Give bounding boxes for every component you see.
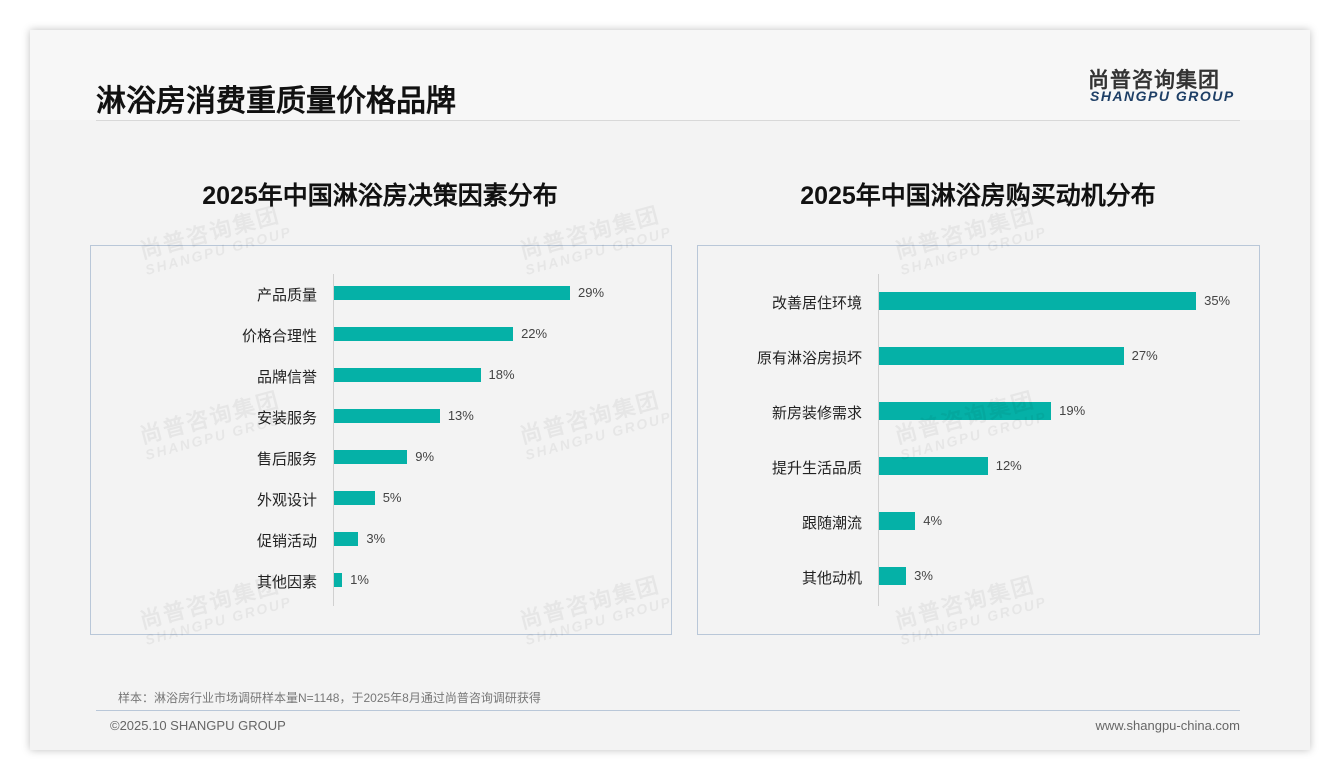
data-label: 27% [1131, 348, 1158, 363]
data-label: 3% [366, 531, 386, 546]
slide: 淋浴房消费重质量价格品牌 尚普咨询集团 SHANGPU GROUP 2025年中… [30, 30, 1310, 750]
page-title: 淋浴房消费重质量价格品牌 [96, 85, 456, 118]
y-axis-line [333, 274, 334, 606]
chart-title-right: 2025年中国淋浴房购买动机分布 [800, 182, 1156, 210]
category-label: 品牌信誉 [256, 369, 317, 386]
data-label: 29% [578, 285, 605, 300]
category-label: 安装服务 [256, 410, 317, 427]
sample-note: 样本：淋浴房行业市场调研样本量N=1148，于2025年8月通过尚普咨询调研获得 [118, 691, 541, 705]
bar [879, 347, 1124, 365]
data-label: 1% [350, 572, 369, 587]
data-label: 5% [382, 490, 402, 505]
bar [879, 292, 1197, 310]
logo-chinese: 尚普咨询集团 [1088, 69, 1220, 92]
category-label: 促销活动 [256, 533, 317, 550]
bar [879, 567, 907, 585]
bar [879, 512, 916, 530]
category-label: 售后服务 [256, 451, 317, 468]
data-label: 3% [914, 568, 933, 583]
category-label: 改善居住环境 [771, 295, 862, 312]
data-label: 18% [488, 367, 515, 382]
bar [334, 573, 343, 587]
bar [334, 532, 359, 546]
category-label: 外观设计 [256, 492, 317, 509]
bar [334, 409, 440, 423]
bar [879, 402, 1052, 420]
category-label: 跟随潮流 [801, 515, 862, 532]
chart-panel-right: 改善居住环境 35% 原有淋浴房损坏 27% 新房装修需求 19% 提升生活品质 12% 跟随潮… [697, 245, 1260, 635]
category-label: 新房装修需求 [771, 405, 862, 422]
chart-panel-left: 产品质量 29% 价格合理性 22% 品牌信誉 18% 安装服务 13% 售后服务 9% 外观设计 5… [90, 245, 672, 635]
bar [334, 286, 571, 300]
category-label: 价格合理性 [241, 328, 317, 345]
logo-english: SHANGPU GROUP [1090, 88, 1235, 104]
y-axis-line [878, 274, 879, 606]
category-label: 其他动机 [801, 570, 862, 587]
footer-divider [96, 710, 1240, 711]
category-label: 其他因素 [256, 574, 317, 591]
data-label: 4% [923, 513, 943, 528]
data-label: 22% [521, 326, 548, 341]
bar [334, 491, 375, 505]
data-label: 35% [1204, 293, 1231, 308]
chart-title-left: 2025年中国淋浴房决策因素分布 [202, 182, 558, 210]
header [30, 30, 1310, 120]
category-label: 提升生活品质 [771, 460, 862, 477]
header-divider [96, 120, 1240, 121]
website-url: www.shangpu-china.com [1095, 718, 1240, 733]
data-label: 12% [995, 458, 1022, 473]
category-label: 原有淋浴房损坏 [756, 350, 862, 367]
bar [334, 450, 408, 464]
bar [334, 368, 481, 382]
bar [334, 327, 514, 341]
data-label: 19% [1059, 403, 1086, 418]
data-label: 9% [415, 449, 435, 464]
category-label: 产品质量 [256, 287, 317, 304]
copyright: ©2025.10 SHANGPU GROUP [110, 718, 286, 733]
bar [879, 457, 988, 475]
data-label: 13% [447, 408, 474, 423]
